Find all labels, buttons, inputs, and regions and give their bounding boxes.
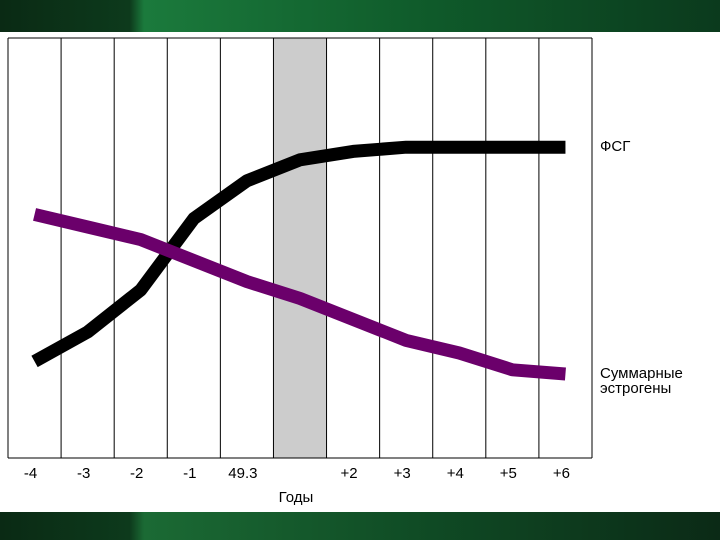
chart-background [0,32,720,512]
highlight-band [273,38,327,458]
x-tick-label: 49.3 [228,465,257,482]
x-tick-label: +2 [341,465,358,482]
series-label: Суммарные эстрогены [600,365,683,397]
x-tick-label: -2 [130,465,143,482]
bottom-banner [0,512,720,540]
x-tick-label: +3 [394,465,411,482]
x-tick-label: -4 [24,465,37,482]
series-line [31,140,566,368]
x-tick-label: +5 [500,465,517,482]
x-tick-label: +4 [447,465,464,482]
x-tick-label: +6 [553,465,570,482]
series-line [33,208,566,381]
x-axis-label: Годы [279,489,314,506]
x-tick-label: -3 [77,465,90,482]
series-label: ФСГ [600,138,631,156]
chart: Годы -4 -3 -2 -1 49.3 +2 +3 +4 +5 +6 [0,32,720,512]
x-tick-label: -1 [183,465,196,482]
top-banner [0,0,720,32]
